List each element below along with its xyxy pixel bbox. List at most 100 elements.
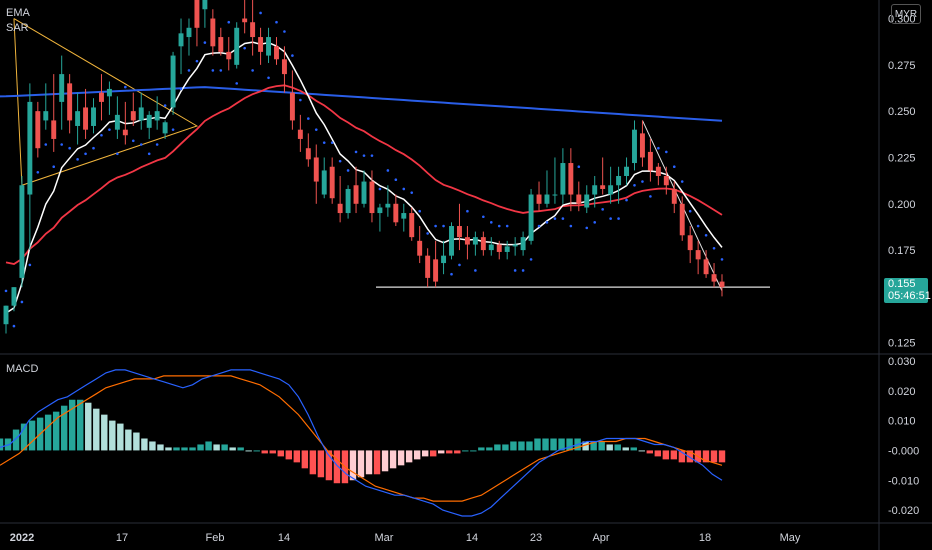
macd-legend[interactable]: MACD [6, 363, 39, 375]
sar-dot [482, 215, 485, 219]
candle-body [154, 111, 160, 121]
candle-body [194, 0, 200, 28]
candle [703, 250, 709, 278]
currency-button[interactable]: MYR [891, 4, 921, 24]
macd-histogram-bar [630, 447, 637, 451]
candle-body [616, 176, 622, 186]
sar-dot [537, 224, 541, 228]
candle [377, 203, 383, 232]
candle-body [647, 151, 653, 171]
price-tick-label: 0.175 [888, 245, 916, 257]
macd-histogram-bar [670, 450, 678, 460]
candle-body [75, 111, 81, 126]
sar-dot [187, 69, 191, 72]
macd-tick-label: -0.010 [888, 475, 919, 487]
time-tick-label: Mar [375, 532, 394, 544]
candle-body [281, 59, 287, 75]
candle [409, 207, 415, 241]
candle-body [464, 237, 470, 245]
candle [242, 0, 248, 34]
candle-body [202, 0, 208, 10]
candle-body [337, 203, 343, 214]
time-tick-label: 23 [530, 532, 542, 544]
candle [106, 81, 112, 115]
macd-histogram-bar [261, 450, 268, 454]
macd-histogram-bar [173, 447, 180, 451]
sar-dot [76, 158, 79, 161]
macd-histogram-bar [534, 438, 541, 451]
sar-dot [84, 152, 87, 156]
candle-body [138, 107, 144, 121]
candle [329, 157, 335, 204]
sar-dot [52, 165, 56, 169]
macd-histogram-bar [229, 447, 236, 451]
sar-dot [505, 224, 509, 228]
sar-dot [338, 159, 342, 163]
candle [91, 98, 96, 134]
sar-dot [609, 217, 612, 220]
candle-body [449, 226, 454, 256]
candle-body [83, 107, 89, 130]
sar-dot [426, 232, 429, 235]
macd-histogram-bar [181, 447, 188, 451]
candle [138, 92, 144, 130]
candle [226, 37, 232, 71]
macd-histogram-bar [277, 450, 284, 457]
candle [512, 237, 518, 256]
sar-dot [450, 272, 453, 276]
sar-dot [179, 87, 183, 91]
candle [552, 157, 558, 204]
macd-histogram-bar [101, 414, 108, 451]
macd-histogram-bar [85, 402, 92, 451]
candle-body [218, 37, 224, 52]
sar-dot [641, 180, 644, 183]
candle [464, 226, 470, 260]
candle [608, 166, 614, 204]
candle-body [329, 166, 335, 199]
macd-histogram-bar [606, 444, 613, 451]
candle [114, 96, 120, 139]
macd-histogram-bar [20, 423, 28, 451]
ema-mid-line [5, 84, 723, 265]
candle [51, 74, 57, 152]
sar-dot [458, 263, 461, 267]
candle-body [162, 122, 168, 134]
candle-body [687, 235, 693, 251]
macd-histogram-bar [550, 438, 557, 451]
candle [568, 148, 574, 212]
candle [425, 248, 431, 288]
macd-histogram-bar [470, 450, 477, 452]
macd-histogram-bar [373, 450, 381, 475]
candle [337, 176, 343, 223]
candle [59, 55, 65, 130]
candle [457, 203, 462, 251]
sar-dot [259, 11, 262, 15]
sar-dot [696, 224, 700, 228]
candle-body [51, 120, 57, 139]
candle-body [504, 246, 510, 252]
sar-dot [346, 169, 350, 172]
candle [687, 226, 693, 264]
candle [576, 181, 582, 212]
sar-legend[interactable]: SAR [6, 22, 29, 34]
candle [35, 101, 41, 158]
ema-legend[interactable]: EMA [6, 7, 30, 19]
sar-dot [116, 152, 119, 156]
macd-histogram-bar [165, 447, 172, 451]
macd-histogram-bar [317, 450, 325, 478]
candle-body [441, 255, 447, 264]
candle [99, 74, 104, 121]
candle [449, 222, 454, 260]
sar-dot [442, 224, 445, 228]
macd-histogram-bar [333, 450, 341, 484]
price-tick-label: 0.125 [888, 338, 916, 350]
candle-body [639, 133, 645, 158]
sar-dot [625, 198, 628, 202]
macd-histogram-bar [438, 450, 445, 454]
macd-histogram-bar [397, 450, 405, 466]
candle-body [480, 237, 486, 251]
sar-dot [680, 180, 684, 183]
candle [289, 70, 295, 130]
sar-dot [243, 46, 246, 50]
